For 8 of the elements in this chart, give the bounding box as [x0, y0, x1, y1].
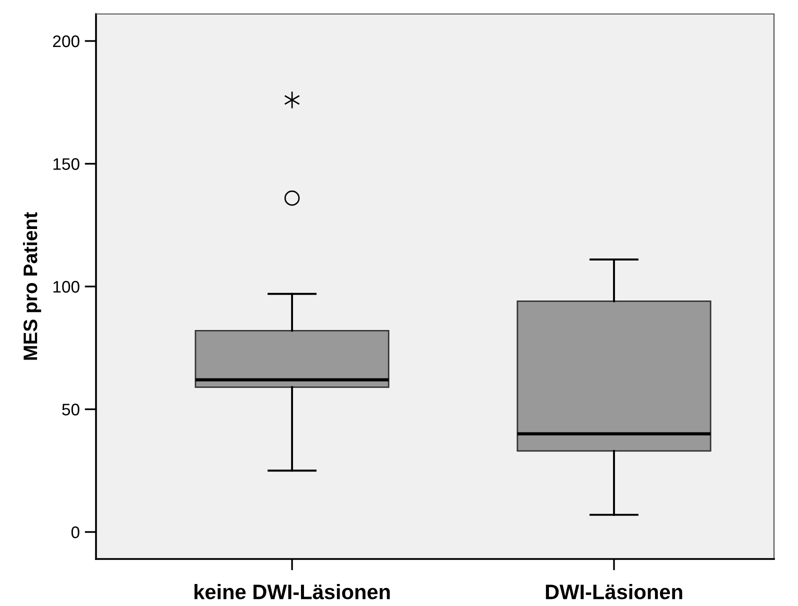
- y-tick-label: 0: [71, 526, 80, 538]
- y-axis-title: MES pro Patient: [22, 212, 42, 360]
- y-tick-label: 100: [53, 280, 80, 293]
- y-tick-label: 150: [53, 158, 80, 170]
- y-tick-label: 50: [62, 404, 80, 416]
- x-tick-label: keine DWI-Läsionen: [194, 584, 390, 600]
- x-tick-label: DWI-Läsionen: [546, 584, 682, 600]
- y-tick-label: 200: [53, 35, 80, 48]
